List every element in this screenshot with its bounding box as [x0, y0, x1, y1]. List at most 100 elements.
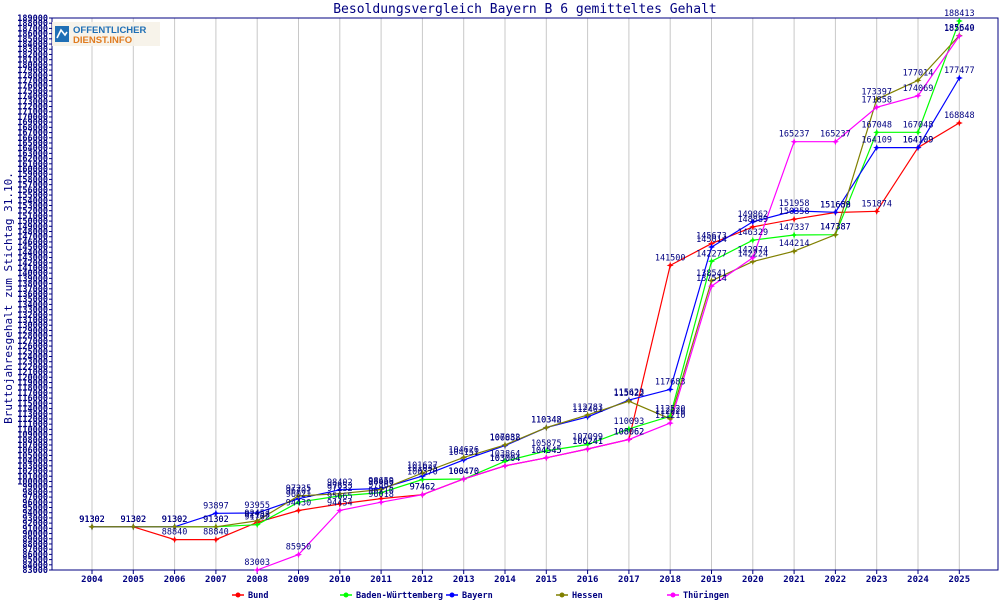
data-label: 105875	[531, 439, 562, 449]
data-point	[418, 469, 426, 477]
y-tick-label: 92000	[22, 519, 48, 529]
data-point	[708, 243, 715, 251]
data-point	[749, 258, 757, 266]
data-label: 164109	[903, 136, 934, 146]
data-label: 101627	[407, 461, 438, 471]
data-point	[212, 536, 220, 544]
y-tick-label: 105000	[17, 451, 48, 461]
y-tick-label: 141000	[17, 264, 48, 274]
data-label: 148889	[737, 215, 768, 225]
data-label: 137514	[696, 274, 727, 284]
x-tick-label: 2005	[122, 575, 144, 585]
data-label: 92457	[244, 509, 270, 519]
y-tick-label: 171000	[17, 108, 48, 118]
data-point	[790, 231, 798, 239]
y-tick-label: 144000	[17, 248, 48, 258]
data-label: 91302	[121, 515, 147, 525]
legend-label: Bayern	[462, 591, 493, 600]
data-point	[625, 435, 633, 443]
data-label: 149862	[737, 210, 768, 220]
y-tick-label: 99000	[22, 483, 48, 493]
data-label: 104151	[448, 448, 479, 458]
y-tick-label: 83000	[22, 566, 48, 576]
y-tick-label: 166000	[17, 134, 48, 144]
y-tick-label: 136000	[17, 290, 48, 300]
y-tick-label: 132000	[17, 311, 48, 321]
data-point	[501, 457, 509, 465]
logo: OFFENTLICHER DIENST.INFO	[52, 22, 160, 46]
legend-marker	[559, 592, 565, 598]
data-label: 92158	[244, 510, 270, 520]
plot-frame	[51, 17, 999, 571]
y-tick-label: 130000	[17, 321, 48, 331]
y-tick-label: 149000	[17, 222, 48, 232]
y-tick-label: 88000	[22, 540, 48, 550]
y-tick-label: 134000	[17, 300, 48, 310]
series-line-4	[256, 35, 960, 571]
y-tick-label: 155000	[17, 191, 48, 201]
y-tick-label: 154000	[17, 196, 48, 206]
y-tick-label: 187000	[17, 24, 48, 34]
y-tick-label: 179000	[17, 66, 48, 76]
y-tick-label: 100000	[17, 477, 48, 487]
y-tick-label: 180000	[17, 61, 48, 71]
data-point	[584, 411, 592, 419]
data-label: 142277	[696, 249, 727, 259]
y-tick-label: 137000	[17, 285, 48, 295]
data-label: 91302	[79, 515, 105, 525]
data-label: 112783	[572, 403, 603, 413]
data-point	[295, 498, 302, 506]
data-point	[253, 517, 261, 525]
y-tick-label: 169000	[17, 118, 48, 128]
x-tick-label: 2004	[81, 575, 103, 585]
y-tick-label: 139000	[17, 274, 48, 284]
logo-mark-icon: OFFENTLICHER DIENST.INFO	[52, 22, 160, 46]
y-tick-label: 181000	[17, 56, 48, 66]
data-label: 104626	[448, 445, 479, 455]
data-point	[212, 523, 220, 531]
y-tick-label: 90000	[22, 530, 48, 540]
data-label: 115623	[614, 388, 645, 398]
series-line-3	[92, 35, 960, 528]
y-tick-label: 108000	[17, 436, 48, 446]
y-tick-label: 174000	[17, 92, 48, 102]
data-label: 91302	[79, 515, 105, 525]
data-label: 151958	[779, 199, 810, 209]
x-tick-label: 2017	[618, 575, 640, 585]
x-tick-label: 2016	[577, 575, 599, 585]
data-point	[88, 523, 96, 531]
data-label: 144214	[779, 239, 810, 249]
data-label: 93897	[203, 501, 229, 511]
data-label: 168848	[944, 111, 975, 121]
data-label: 103004	[490, 454, 521, 464]
y-tick-label: 147000	[17, 233, 48, 243]
y-tick-label: 95000	[22, 504, 48, 514]
y-tick-label: 143000	[17, 254, 48, 264]
data-label: 174069	[903, 84, 934, 94]
y-tick-label: 101000	[17, 472, 48, 482]
x-tick-label: 2015	[535, 575, 557, 585]
x-tick-label: 2011	[370, 575, 392, 585]
y-tick-label: 131000	[17, 316, 48, 326]
data-label: 97862	[368, 481, 394, 491]
data-label: 167048	[861, 120, 892, 130]
data-label: 91302	[121, 515, 147, 525]
y-tick-label: 177000	[17, 76, 48, 86]
data-label: 101035	[407, 464, 438, 474]
y-tick-label: 182000	[17, 50, 48, 60]
data-label: 106241	[572, 437, 603, 447]
data-label: 91302	[162, 515, 188, 525]
y-tick-label: 185000	[17, 35, 48, 45]
y-tick-label: 146000	[17, 238, 48, 248]
data-point	[584, 441, 592, 449]
data-point	[418, 491, 426, 499]
data-label: 97232	[327, 484, 353, 494]
data-point	[542, 447, 550, 455]
data-label: 91302	[121, 515, 147, 525]
series-points	[88, 17, 963, 574]
data-point	[336, 500, 344, 508]
y-tick-label: 156000	[17, 186, 48, 196]
data-label: 93955	[244, 501, 270, 511]
y-tick-label: 107000	[17, 441, 48, 451]
data-label: 146329	[737, 228, 768, 238]
